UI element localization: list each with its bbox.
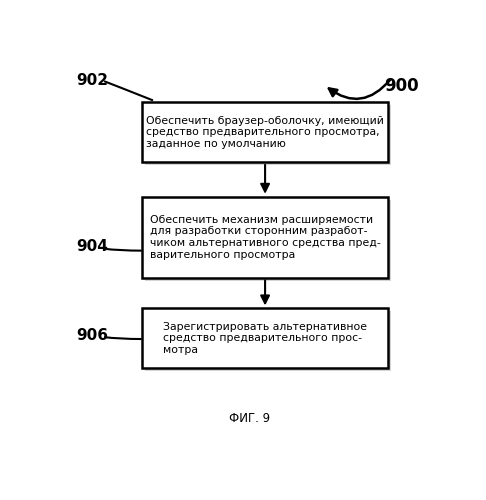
Text: Зарегистрировать альтернативное
средство предварительного прос-
мотра: Зарегистрировать альтернативное средство… — [163, 322, 367, 355]
Text: 900: 900 — [384, 78, 418, 96]
Text: 906: 906 — [76, 328, 108, 342]
Text: ФИГ. 9: ФИГ. 9 — [228, 412, 270, 424]
Text: 902: 902 — [76, 74, 108, 88]
Text: Обеспечить браузер-оболочку, имеющий
средство предварительного просмотра,
заданн: Обеспечить браузер-оболочку, имеющий сре… — [146, 116, 384, 149]
FancyBboxPatch shape — [142, 196, 388, 278]
FancyBboxPatch shape — [145, 200, 391, 280]
FancyBboxPatch shape — [145, 106, 391, 165]
FancyBboxPatch shape — [142, 308, 388, 368]
FancyBboxPatch shape — [145, 312, 391, 371]
Text: Обеспечить механизм расширяемости
для разработки сторонним разработ-
чиком альте: Обеспечить механизм расширяемости для ра… — [150, 214, 381, 260]
Text: 904: 904 — [76, 240, 108, 254]
FancyBboxPatch shape — [142, 102, 388, 162]
